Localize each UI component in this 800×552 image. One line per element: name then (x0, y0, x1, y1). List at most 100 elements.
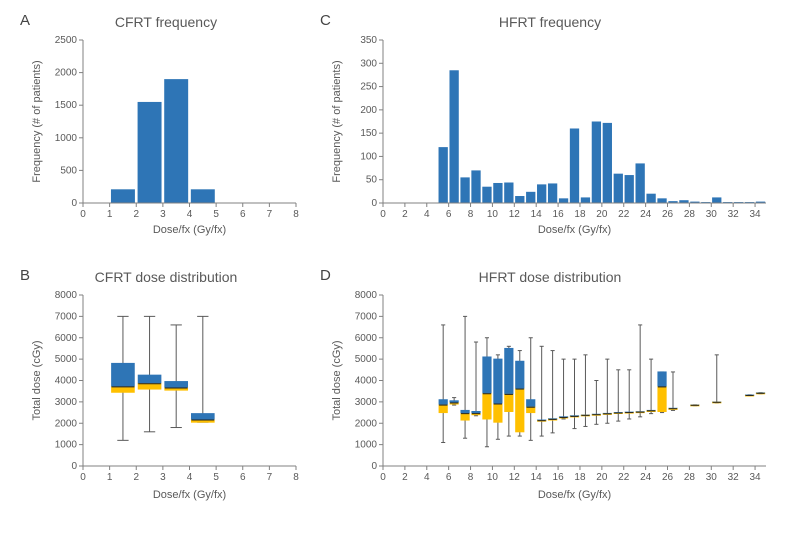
panel-D: D HFRT dose distribution 010002000300040… (316, 267, 784, 532)
svg-text:5000: 5000 (355, 354, 378, 365)
box-lower (505, 394, 513, 411)
box-upper (658, 372, 666, 387)
panel-label-D: D (320, 267, 331, 284)
svg-text:2000: 2000 (55, 68, 78, 79)
svg-text:1000: 1000 (55, 133, 78, 144)
svg-text:5: 5 (213, 209, 219, 220)
bar (191, 189, 215, 203)
svg-text:7: 7 (267, 472, 273, 483)
svg-text:1: 1 (107, 472, 113, 483)
bar (471, 170, 480, 203)
box-lower (439, 405, 447, 412)
svg-text:5000: 5000 (55, 354, 78, 365)
panel-label-B: B (20, 267, 30, 284)
svg-text:28: 28 (684, 209, 696, 220)
x-axis-label: Dose/fx (Gy/fx) (153, 224, 226, 236)
svg-text:22: 22 (618, 209, 630, 220)
svg-text:22: 22 (618, 472, 630, 483)
panel-C: C HFRT frequency 05010015020025030035002… (316, 12, 784, 267)
svg-text:2000: 2000 (55, 418, 78, 429)
svg-text:5: 5 (213, 472, 219, 483)
bar (581, 197, 590, 203)
box-lower (658, 387, 666, 412)
svg-text:8: 8 (468, 472, 474, 483)
svg-text:2: 2 (402, 472, 408, 483)
x-axis-label: Dose/fx (Gy/fx) (538, 224, 611, 236)
svg-text:34: 34 (749, 472, 761, 483)
panel-label-A: A (20, 12, 30, 29)
y-axis-label: Frequency (# of patients) (31, 60, 43, 182)
svg-text:6000: 6000 (355, 333, 378, 344)
svg-text:0: 0 (80, 472, 86, 483)
bar (460, 177, 469, 203)
svg-text:14: 14 (531, 209, 543, 220)
svg-text:24: 24 (640, 472, 652, 483)
figure: A CFRT frequency 05001000150020002500012… (0, 0, 800, 552)
panel-D-plot: 0100020003000400050006000700080000246810… (328, 289, 776, 504)
svg-text:50: 50 (366, 175, 378, 186)
svg-text:20: 20 (596, 472, 608, 483)
bar (439, 147, 448, 203)
bar (559, 198, 568, 203)
panel-B: B CFRT dose distribution 010002000300040… (16, 267, 316, 532)
box-lower (494, 404, 502, 422)
box-upper (165, 382, 188, 388)
svg-text:3000: 3000 (355, 397, 378, 408)
box-upper (505, 348, 513, 394)
svg-text:6000: 6000 (55, 333, 78, 344)
panel-A-plot: 05001000150020002500012345678Dose/fx (Gy… (28, 34, 308, 239)
svg-text:100: 100 (360, 151, 377, 162)
box-lower (527, 407, 535, 412)
y-axis-label: Total dose (cGy) (31, 340, 43, 420)
panel-C-plot: 0501001502002503003500246810121416182022… (328, 34, 776, 239)
svg-text:4: 4 (187, 209, 193, 220)
svg-text:7: 7 (267, 209, 273, 220)
svg-text:26: 26 (662, 472, 674, 483)
svg-text:3: 3 (160, 472, 166, 483)
svg-text:4000: 4000 (55, 376, 78, 387)
bar (537, 184, 546, 203)
svg-text:28: 28 (684, 472, 696, 483)
svg-text:1000: 1000 (355, 440, 378, 451)
svg-text:8: 8 (293, 472, 299, 483)
svg-text:2: 2 (133, 472, 139, 483)
svg-text:24: 24 (640, 209, 652, 220)
svg-text:18: 18 (574, 472, 586, 483)
panel-label-C: C (320, 12, 331, 29)
bar (526, 192, 535, 203)
svg-text:6: 6 (240, 209, 246, 220)
box-lower (461, 414, 469, 420)
svg-text:16: 16 (553, 209, 565, 220)
svg-text:250: 250 (360, 82, 377, 93)
bar (614, 174, 623, 203)
svg-text:12: 12 (509, 209, 521, 220)
y-axis-label: Frequency (# of patients) (331, 60, 343, 182)
bar (625, 175, 634, 203)
bar (548, 183, 557, 203)
svg-text:350: 350 (360, 35, 377, 46)
box-lower (516, 389, 524, 432)
svg-text:20: 20 (596, 209, 608, 220)
svg-text:150: 150 (360, 128, 377, 139)
box-upper (191, 414, 214, 420)
svg-text:500: 500 (60, 165, 77, 176)
svg-text:0: 0 (371, 198, 377, 209)
svg-text:30: 30 (706, 472, 718, 483)
panel-A: A CFRT frequency 05001000150020002500012… (16, 12, 316, 267)
svg-text:12: 12 (509, 472, 521, 483)
box-upper (483, 357, 491, 394)
svg-text:6: 6 (446, 209, 452, 220)
svg-text:0: 0 (371, 461, 377, 472)
box-upper (527, 400, 535, 407)
svg-text:4: 4 (424, 472, 430, 483)
box-lower (138, 384, 161, 389)
svg-text:32: 32 (728, 472, 740, 483)
bar (164, 79, 188, 203)
svg-text:32: 32 (728, 209, 740, 220)
bar (449, 70, 458, 203)
svg-text:0: 0 (80, 209, 86, 220)
svg-text:2000: 2000 (355, 418, 378, 429)
svg-text:14: 14 (531, 472, 543, 483)
panel-C-title: HFRT frequency (316, 14, 784, 30)
svg-text:18: 18 (574, 209, 586, 220)
